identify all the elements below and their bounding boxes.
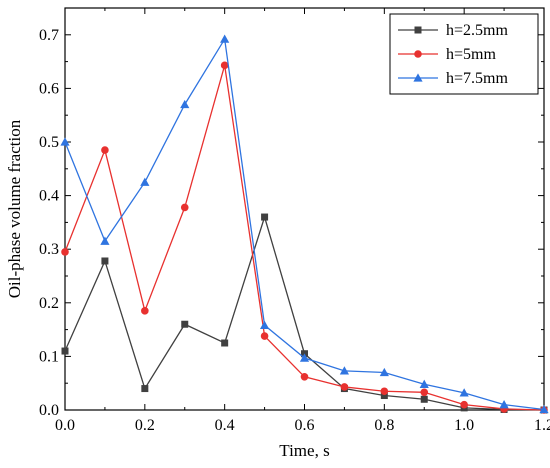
data-point [220,34,230,43]
data-point [101,257,109,265]
legend: h=2.5mm h=5mm h=7.5mm [389,13,539,95]
legend-item: h=5mm [398,46,496,63]
data-point [141,385,149,393]
data-point [140,177,150,186]
x-tick-label: 1.0 [454,417,474,434]
x-tick-label: 0.0 [55,417,75,434]
y-tick-label: 0.0 [39,402,59,419]
data-point [420,388,429,397]
data-point [499,400,509,409]
y-tick-label: 0.3 [39,241,59,258]
data-point [261,213,269,221]
x-axis-title: Time, s [279,441,329,460]
data-point [61,347,69,355]
legend-label: h=2.5mm [446,22,508,39]
data-point [221,339,229,347]
data-point [539,404,549,414]
axes: 0.0 0.2 0.4 0.6 0.8 1.0 1.2 0.0 0.1 0.2 0.3 0.4 0.5 0… [5,7,550,460]
data-point [300,372,309,381]
data-point [181,320,189,328]
data-point [220,61,229,70]
data-point [299,353,310,362]
data-point [419,379,429,388]
x-tick-label: 0.4 [215,417,235,434]
data-point [459,388,469,397]
data-point [141,307,149,315]
legend-label: h=5mm [446,46,496,63]
data-point [100,236,110,245]
series-layer [60,34,549,414]
y-tick-label: 0.4 [39,188,59,205]
legend-label: h=7.5mm [446,70,508,87]
series-line [64,214,545,411]
y-tick-label: 0.7 [39,27,59,44]
data-point [60,137,70,146]
y-tick-label: 0.5 [39,134,59,151]
x-tick-label: 1.2 [534,417,550,434]
x-tick-label: 0.2 [135,417,155,434]
legend-marker [414,26,422,34]
y-axis-title: Oil-phase volume fraction [5,119,24,298]
data-point [101,146,109,154]
y-tick-label: 0.1 [39,348,59,365]
legend-marker [414,50,422,58]
data-point [339,366,350,375]
data-point [379,367,389,377]
series-3 [60,34,549,414]
legend-item: h=2.5mm [398,22,508,39]
data-point [61,248,69,256]
y-tick-label: 0.6 [39,80,59,97]
x-tick-label: 0.6 [295,417,315,434]
data-point [180,99,190,109]
data-point [380,392,388,400]
data-point [460,400,468,409]
series-2 [61,61,548,414]
series-1 [61,213,548,414]
data-point [260,332,269,340]
data-point [380,387,389,396]
legend-marker [413,73,423,82]
data-point [420,395,428,403]
x-tick-label: 0.8 [374,417,394,434]
data-point [340,383,349,391]
data-point [180,203,189,212]
data-point [259,320,270,329]
legend-item: h=7.5mm [398,70,508,87]
y-tick-label: 0.2 [39,295,59,312]
